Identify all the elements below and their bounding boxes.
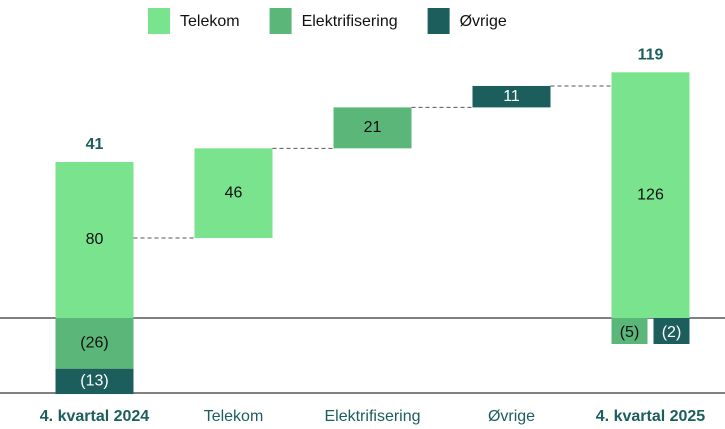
bar-step [194, 148, 273, 239]
x-tick-label: Elektrifisering [324, 408, 420, 425]
legend-label: Øvrige [460, 13, 507, 30]
x-tick-label: 4. kvartal 2025 [596, 408, 706, 425]
x-tick-label: Øvrige [488, 408, 535, 425]
value-label: (26) [80, 335, 108, 352]
value-label: (13) [80, 373, 108, 390]
x-tick-label: Telekom [204, 408, 264, 425]
legend-swatch [427, 8, 450, 34]
bar-segment [653, 318, 690, 322]
value-label: (5) [620, 324, 640, 341]
bar-segment [55, 318, 134, 369]
bar-segment [611, 72, 690, 318]
legend-swatch [148, 8, 170, 34]
bar-step [333, 107, 412, 149]
total-label: 41 [86, 136, 104, 153]
x-tick-label: 4. kvartal 2024 [40, 408, 150, 425]
value-label: (2) [662, 324, 682, 341]
label-box [611, 320, 648, 344]
bar-step [472, 85, 551, 108]
legend-swatch [269, 8, 292, 34]
legend-label: Elektrifisering [302, 13, 398, 30]
value-label: 126 [637, 186, 664, 203]
bar-segment [55, 368, 134, 395]
value-label: 11 [503, 88, 520, 105]
label-box [653, 320, 690, 344]
value-label: 80 [86, 231, 104, 248]
value-label: 21 [364, 119, 382, 136]
bar-segment [55, 162, 134, 318]
value-label: 46 [225, 184, 243, 201]
legend-label: Telekom [180, 13, 240, 30]
total-label: 119 [638, 47, 664, 64]
